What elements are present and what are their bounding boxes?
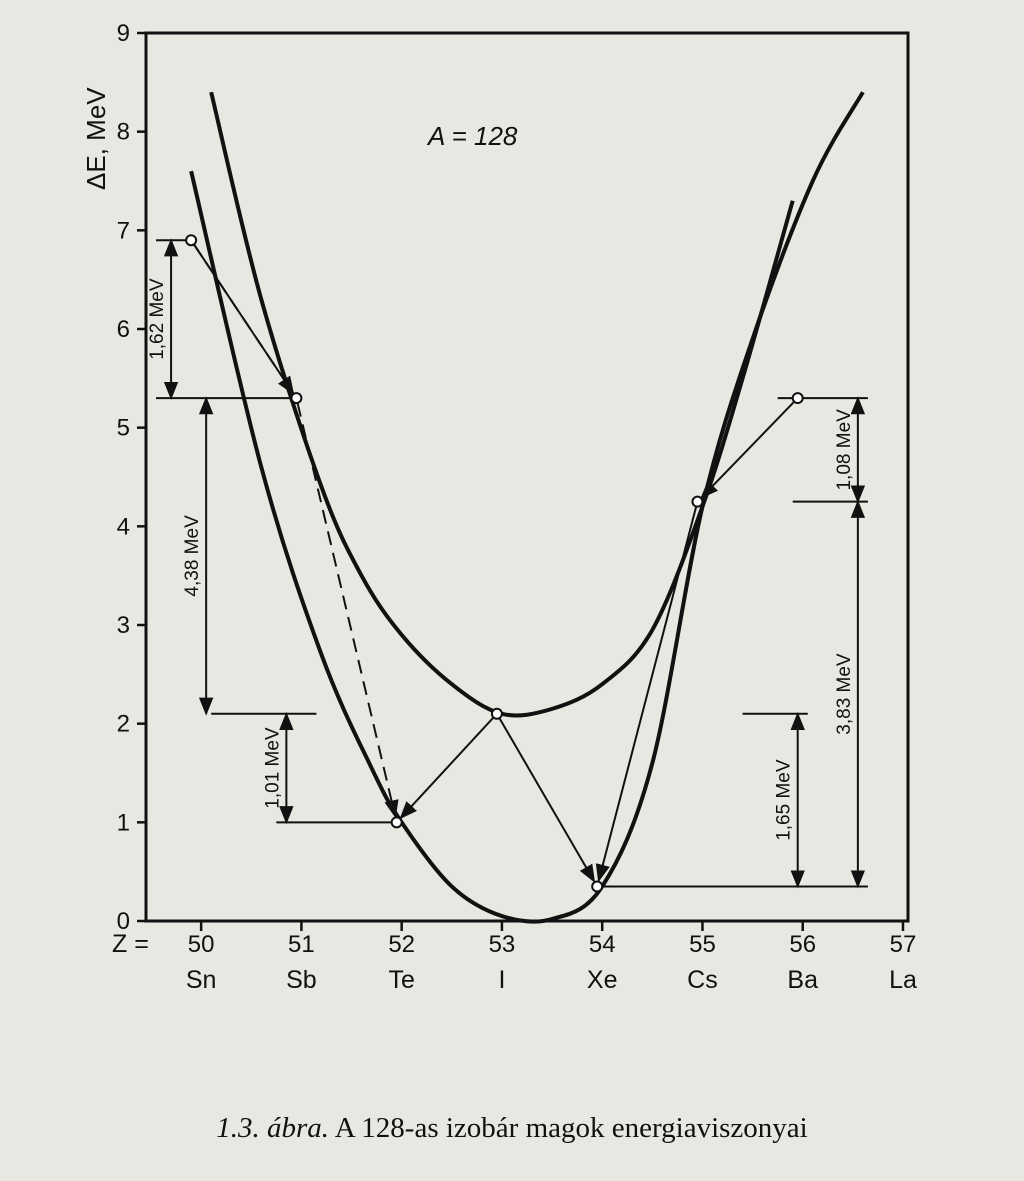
y-tick-label: 7 xyxy=(117,217,130,244)
y-tick-label: 8 xyxy=(117,119,130,146)
y-tick-label: 1 xyxy=(117,809,130,836)
decay-arrow xyxy=(399,716,495,820)
nucleus-point xyxy=(691,495,704,508)
energy-difference-label: 1,65 MeV xyxy=(774,759,795,841)
z-tick-label: 54 xyxy=(589,931,616,958)
y-tick-label: 2 xyxy=(117,711,130,738)
nucleus-point xyxy=(791,392,804,405)
energy-difference-label: 3,83 MeV xyxy=(834,653,855,735)
decay-arrow-dashed xyxy=(296,402,399,819)
y-tick-label: 4 xyxy=(117,513,130,540)
element-symbol-label: Ba xyxy=(787,966,818,994)
nucleus-point xyxy=(185,234,198,247)
y-tick-label: 5 xyxy=(117,415,130,442)
figure-caption: 1.3. ábra. A 128-as izobár magok energia… xyxy=(0,1112,1024,1145)
z-tick-label: 51 xyxy=(288,931,315,958)
nucleus-point xyxy=(290,392,303,405)
energy-difference-label: 1,08 MeV xyxy=(834,409,855,491)
element-symbol-label: Sb xyxy=(286,966,317,994)
parabola-even_even xyxy=(189,91,865,924)
y-tick-label: 0 xyxy=(117,908,130,935)
nucleus-point xyxy=(490,707,503,720)
nucleus-point xyxy=(390,816,403,829)
z-tick-label: 55 xyxy=(689,931,716,958)
caption-text: A 128-as izobár magok energiaviszonyai xyxy=(334,1112,808,1144)
energy-difference-label: 1,01 MeV xyxy=(262,727,283,809)
caption-abra: ábra. xyxy=(267,1112,330,1144)
element-symbol-label: Te xyxy=(388,966,414,994)
decay-arrow-dashed xyxy=(193,243,295,395)
z-tick-label: 56 xyxy=(789,931,816,958)
y-tick-label: 3 xyxy=(117,612,130,639)
element-symbol-label: Sn xyxy=(186,966,217,994)
y-tick-label: 9 xyxy=(117,20,130,47)
z-tick-label: 57 xyxy=(890,931,917,958)
decay-arrow xyxy=(700,400,795,499)
isobar-energy-chart: 1,62 MeV 4,38 MeV 1,01 MeV 1,08 MeV 3,83 MeV… xyxy=(81,20,917,994)
caption-number: 1.3. xyxy=(216,1112,260,1144)
z-tick-label: 52 xyxy=(388,931,415,958)
element-symbol-label: La xyxy=(889,966,917,994)
nucleus-point xyxy=(591,880,604,893)
y-tick-label: 6 xyxy=(117,316,130,343)
z-tick-label: 53 xyxy=(489,931,516,958)
mass-number-label: A = 128 xyxy=(426,121,518,151)
decay-arrow xyxy=(595,506,698,883)
element-symbol-label: Xe xyxy=(587,966,618,994)
z-tick-label: 50 xyxy=(188,931,215,958)
decay-arrow xyxy=(498,717,596,883)
y-axis-label: ΔE, MeV xyxy=(81,87,111,190)
z-axis-prefix: Z = xyxy=(112,930,149,958)
element-symbol-label: Cs xyxy=(687,966,718,994)
energy-difference-label: 1,62 MeV xyxy=(147,278,168,360)
energy-difference-label: 4,38 MeV xyxy=(182,515,203,597)
element-symbol-label: I xyxy=(498,966,505,994)
